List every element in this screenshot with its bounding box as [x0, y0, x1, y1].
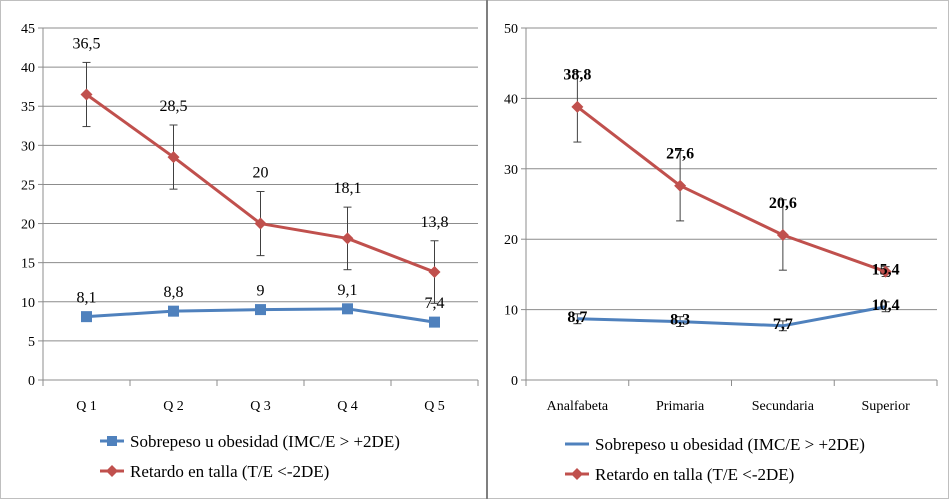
left-chart-legend-retardo-label: Retardo en talla (T/E <-2DE): [130, 462, 329, 481]
right-chart-series-retardo-line: [576, 105, 887, 273]
right-chart-series-sobrepeso-data-label: 8,3: [670, 312, 690, 329]
left-chart-series-retardo-data-label: 20: [253, 164, 269, 181]
right-chart-x-tick-label: Primaria: [656, 399, 705, 414]
left-chart-y-tick-label: 20: [21, 218, 35, 233]
left-chart-series-retardo-point: [341, 232, 354, 245]
right-chart-series-retardo-data-label: 38,8: [563, 67, 591, 84]
right-chart-y-tick-label: 0: [511, 374, 518, 389]
right-chart-series-retardo-point: [879, 265, 892, 278]
left-chart-y-tick-label: 40: [21, 61, 35, 76]
right-chart-legend-retardo-label: Retardo en talla (T/E <-2DE): [595, 465, 794, 484]
left-chart-y-tick-label: 35: [21, 100, 35, 115]
chart-left-svg: 0 5 10 15 20 25 30 35 40 45 Q 1 Q 2 Q 3 Q 4 Q 5 8,1 8,8 9…: [21, 22, 479, 481]
left-chart-x-tick-label: Q 3: [250, 399, 271, 414]
left-chart-series-sobrepeso-data-label: 8,1: [77, 290, 97, 307]
chart-right-panel: 0 10 20 30 40 50 Analfabeta Primaria Secundaria S…: [487, 0, 949, 499]
left-chart-y-tick-label: 0: [28, 374, 35, 389]
left-chart-legend-sobrepeso-swatch-marker: [107, 436, 117, 446]
left-chart-series-retardo-data-label: 13,8: [421, 214, 449, 231]
right-chart-series-retardo-point: [776, 228, 789, 241]
right-chart-x-tick-label: Secundaria: [752, 399, 815, 414]
left-chart-series-retardo-point: [80, 88, 93, 101]
right-chart-series-sobrepeso-data-label: 7,7: [773, 316, 793, 333]
right-chart-y-tick-label: 50: [504, 22, 518, 37]
right-chart-legend-retardo-swatch-marker: [571, 468, 583, 480]
right-chart-series-retardo-data-label: 27,6: [666, 145, 694, 162]
left-chart-y-tick-label: 45: [21, 22, 35, 37]
left-chart-series-sobrepeso-point: [255, 304, 266, 316]
left-chart-series-retardo-point: [254, 217, 267, 230]
left-chart-series-retardo-data-label: 28,5: [160, 98, 188, 115]
left-chart-y-tick-label: 10: [21, 296, 35, 311]
left-chart-y-tick-label: 25: [21, 178, 35, 193]
right-chart-series-sobrepeso-line: [577, 305, 886, 328]
right-chart-series-retardo-data-label: 15,4: [872, 262, 900, 279]
left-chart-series-retardo-point: [167, 151, 180, 164]
right-chart-y-tick-label: 30: [504, 163, 518, 178]
left-chart-y-tick-label: 30: [21, 139, 35, 154]
right-chart-series-retardo-data-label: 20,6: [769, 195, 797, 212]
left-chart-legend-sobrepeso-label: Sobrepeso u obesidad (IMC/E > +2DE): [130, 432, 400, 451]
left-chart-series-sobrepeso-data-label: 9: [257, 283, 265, 300]
chart-right-svg: 0 10 20 30 40 50 Analfabeta Primaria Secundaria S…: [504, 22, 938, 484]
right-chart-legend-sobrepeso-label: Sobrepeso u obesidad (IMC/E > +2DE): [595, 435, 865, 454]
left-chart-series-sobrepeso-data-label: 8,8: [164, 284, 184, 301]
right-chart-series-sobrepeso-data-label: 10,4: [872, 297, 900, 314]
right-chart-series-sobrepeso-data-label: 8,7: [567, 309, 587, 326]
left-chart-x-tick-label: Q 4: [337, 399, 358, 414]
left-chart-series-sobrepeso-data-label: 9,1: [338, 282, 358, 299]
right-chart-x-tick-label: Superior: [862, 399, 911, 414]
chart-left-panel: 0 5 10 15 20 25 30 35 40 45 Q 1 Q 2 Q 3 Q 4 Q 5 8,1 8,8 9…: [21, 22, 479, 481]
left-chart-legend-retardo-swatch-marker: [106, 465, 118, 477]
panel-divider: [486, 0, 488, 499]
right-chart-series-retardo-point: [571, 100, 584, 113]
right-chart-y-tick-label: 10: [504, 304, 518, 319]
left-chart-series-retardo-data-label: 36,5: [73, 35, 101, 52]
left-chart-series-sobrepeso-point: [81, 311, 92, 323]
right-chart-series-retardo-point: [674, 179, 687, 192]
left-chart-x-tick-label: Q 1: [76, 399, 97, 414]
left-chart-x-tick-label: Q 2: [163, 399, 184, 414]
right-chart-y-tick-label: 40: [504, 92, 518, 107]
left-chart-x-tick-label: Q 5: [424, 399, 445, 414]
left-chart-series-sobrepeso-point: [168, 305, 179, 317]
left-chart-series-retardo-point: [428, 266, 441, 279]
right-chart-x-tick-label: Analfabeta: [547, 399, 609, 414]
left-chart-series-sobrepeso-point: [429, 316, 440, 328]
right-chart-y-tick-label: 20: [504, 233, 518, 248]
left-chart-series-sobrepeso-point: [342, 303, 353, 315]
left-chart-series-retardo-data-label: 18,1: [334, 180, 362, 197]
left-chart-y-tick-label: 15: [21, 257, 35, 272]
left-chart-y-tick-label: 5: [28, 335, 35, 350]
